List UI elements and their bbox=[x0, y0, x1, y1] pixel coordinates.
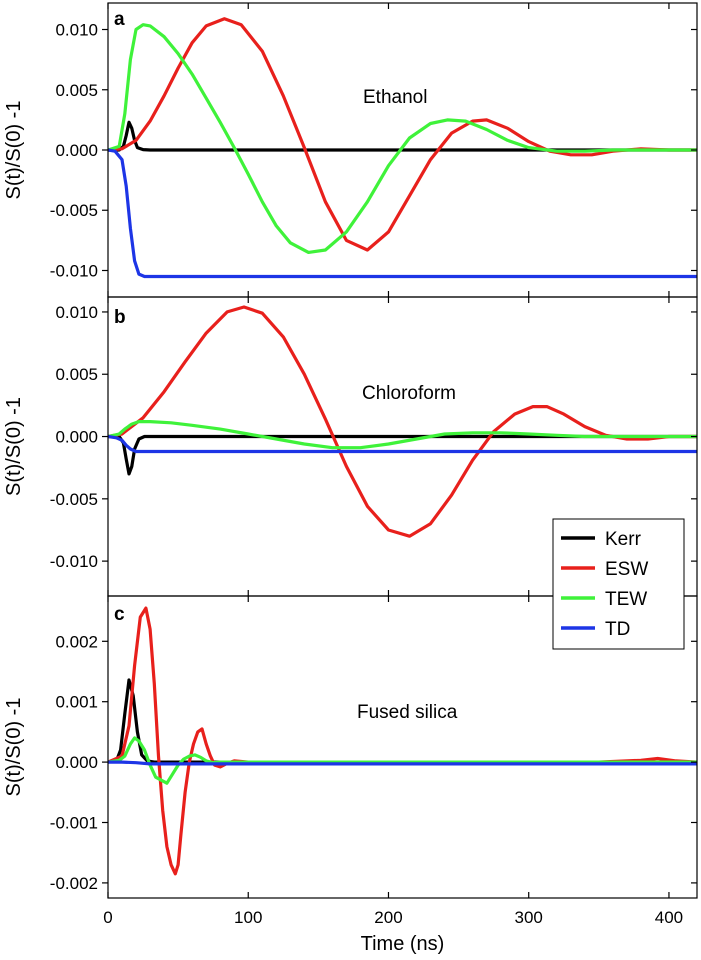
x-tick-label: 400 bbox=[655, 908, 683, 927]
y-tick-label: 0.000 bbox=[55, 141, 98, 160]
y-tick-label: -0.001 bbox=[50, 814, 98, 833]
panel-a-series bbox=[108, 17, 697, 279]
series-tew-line bbox=[108, 420, 697, 450]
series-td-line bbox=[108, 760, 697, 766]
legend: Kerr ESW TEW TD bbox=[552, 518, 685, 650]
series-tew-line bbox=[108, 23, 697, 254]
y-tick-label: 0.000 bbox=[55, 753, 98, 772]
panel-a-y-axis-label: S(t)/S(0) -1 bbox=[3, 101, 25, 200]
panel-c-annotation: Fused silica bbox=[357, 702, 458, 723]
y-tick-label: 0.002 bbox=[55, 632, 98, 651]
panel-a: 0.010 0.005 0.000 -0.005 -0.010 a Ethanol S(… bbox=[3, 2, 698, 298]
panel-a-annotation: Ethanol bbox=[363, 87, 427, 108]
x-tick-label: 100 bbox=[234, 908, 262, 927]
y-tick-label: -0.010 bbox=[50, 261, 98, 280]
panel-c-frame bbox=[107, 595, 698, 899]
y-tick-label: 0.005 bbox=[55, 365, 98, 384]
y-tick-label: 0.010 bbox=[55, 303, 98, 322]
series-esw-line bbox=[108, 17, 697, 252]
panel-c: 0.002 0.001 0.000 -0.001 -0.002 0 100 200 300 400… bbox=[3, 595, 698, 927]
x-axis-label: Time (ns) bbox=[361, 933, 445, 955]
panel-c-letter: c bbox=[114, 604, 125, 625]
y-tick-label: -0.005 bbox=[50, 201, 98, 220]
series-tew-line bbox=[108, 736, 697, 785]
y-tick-label: -0.002 bbox=[50, 874, 98, 893]
y-tick-label: -0.005 bbox=[50, 490, 98, 509]
y-tick-label: 0.000 bbox=[55, 428, 98, 447]
panel-b-ticks: 0.010 0.005 0.000 -0.005 -0.010 bbox=[50, 297, 697, 596]
panel-b-letter: b bbox=[114, 307, 126, 328]
y-tick-label: 0.010 bbox=[55, 21, 98, 40]
legend-label-kerr: Kerr bbox=[605, 529, 642, 550]
panel-b-series bbox=[108, 305, 697, 538]
legend-label-td: TD bbox=[605, 619, 630, 640]
x-tick-label: 300 bbox=[515, 908, 543, 927]
y-tick-label: 0.005 bbox=[55, 81, 98, 100]
panel-c-y-axis-label: S(t)/S(0) -1 bbox=[3, 698, 25, 797]
y-tick-label: -0.010 bbox=[50, 552, 98, 571]
legend-label-tew: TEW bbox=[605, 589, 647, 610]
x-tick-label: 200 bbox=[374, 908, 402, 927]
y-tick-label: 0.001 bbox=[55, 693, 98, 712]
panel-b-annotation: Chloroform bbox=[362, 383, 456, 404]
panel-a-letter: a bbox=[114, 9, 125, 30]
x-tick-label: 0 bbox=[103, 908, 112, 927]
panel-c-ticks: 0.002 0.001 0.000 -0.001 -0.002 0 100 200 300 400 bbox=[50, 596, 697, 927]
series-esw-line bbox=[108, 305, 697, 538]
series-td-line bbox=[108, 434, 697, 454]
panel-c-series bbox=[108, 606, 697, 876]
series-td-line bbox=[108, 148, 697, 279]
panel-a-ticks: 0.010 0.005 0.000 -0.005 -0.010 bbox=[50, 3, 697, 297]
legend-label-esw: ESW bbox=[605, 559, 648, 580]
panel-b-y-axis-label: S(t)/S(0) -1 bbox=[3, 397, 25, 496]
